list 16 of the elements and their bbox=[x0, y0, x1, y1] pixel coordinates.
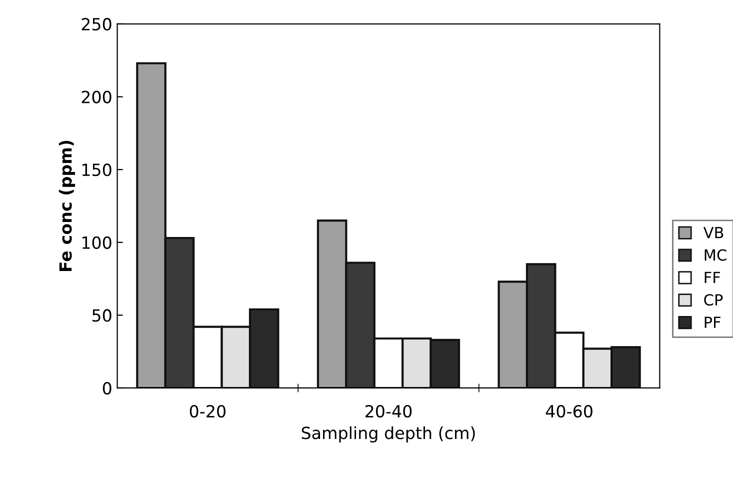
x-axis-title: Sampling depth (cm) bbox=[302, 426, 475, 442]
legend-label: FF bbox=[704, 272, 720, 283]
legend-label: MC bbox=[704, 249, 726, 261]
legend-label: VB bbox=[703, 227, 724, 238]
y-tick-label: 150 bbox=[82, 164, 112, 176]
y-tick-label: 50 bbox=[92, 309, 112, 322]
y-tick-label: 0 bbox=[102, 382, 112, 395]
y-tick-label: 200 bbox=[82, 90, 112, 104]
y-axis-title: Fe conc (ppm) bbox=[58, 140, 76, 272]
x-tick-label: 0-20 bbox=[190, 404, 226, 418]
x-tick-label: 20-40 bbox=[365, 404, 412, 418]
y-tick-label: 100 bbox=[82, 236, 112, 249]
legend-label: PF bbox=[704, 316, 720, 328]
x-tick-label: 40-60 bbox=[546, 404, 592, 418]
legend-label: CP bbox=[704, 294, 723, 306]
y-tick-label: 250 bbox=[82, 18, 112, 31]
